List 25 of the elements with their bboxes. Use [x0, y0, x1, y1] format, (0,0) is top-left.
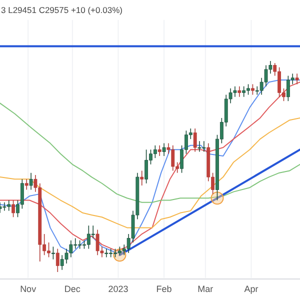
text: 3 L29451 C29575 +10 (+0.03%)	[1, 5, 123, 15]
candlestick	[29, 172, 33, 190]
candlestick	[56, 248, 60, 272]
candlestick	[140, 170, 144, 186]
candlestick	[295, 73, 299, 85]
candlestick	[12, 200, 15, 218]
candlestick	[238, 86, 242, 98]
candlestick	[158, 145, 162, 156]
x-tick-label: Dec	[64, 284, 81, 294]
candlestick	[242, 86, 246, 98]
x-tick-label: Feb	[156, 284, 172, 294]
candlestick	[2, 202, 6, 212]
candlestick	[193, 128, 197, 152]
x-tick-label: Apr	[244, 284, 258, 294]
candlestick	[104, 248, 108, 258]
x-tick-label: Mar	[198, 284, 214, 294]
candlestick	[20, 178, 24, 210]
candlestick	[153, 145, 157, 158]
x-tick-label: 2023	[108, 284, 128, 294]
candlestick	[162, 142, 166, 156]
candlestick	[251, 84, 254, 96]
candlestick	[144, 149, 148, 184]
candlestick	[52, 246, 55, 260]
x-tick-label: Nov	[20, 284, 37, 294]
candlestick	[24, 178, 28, 190]
